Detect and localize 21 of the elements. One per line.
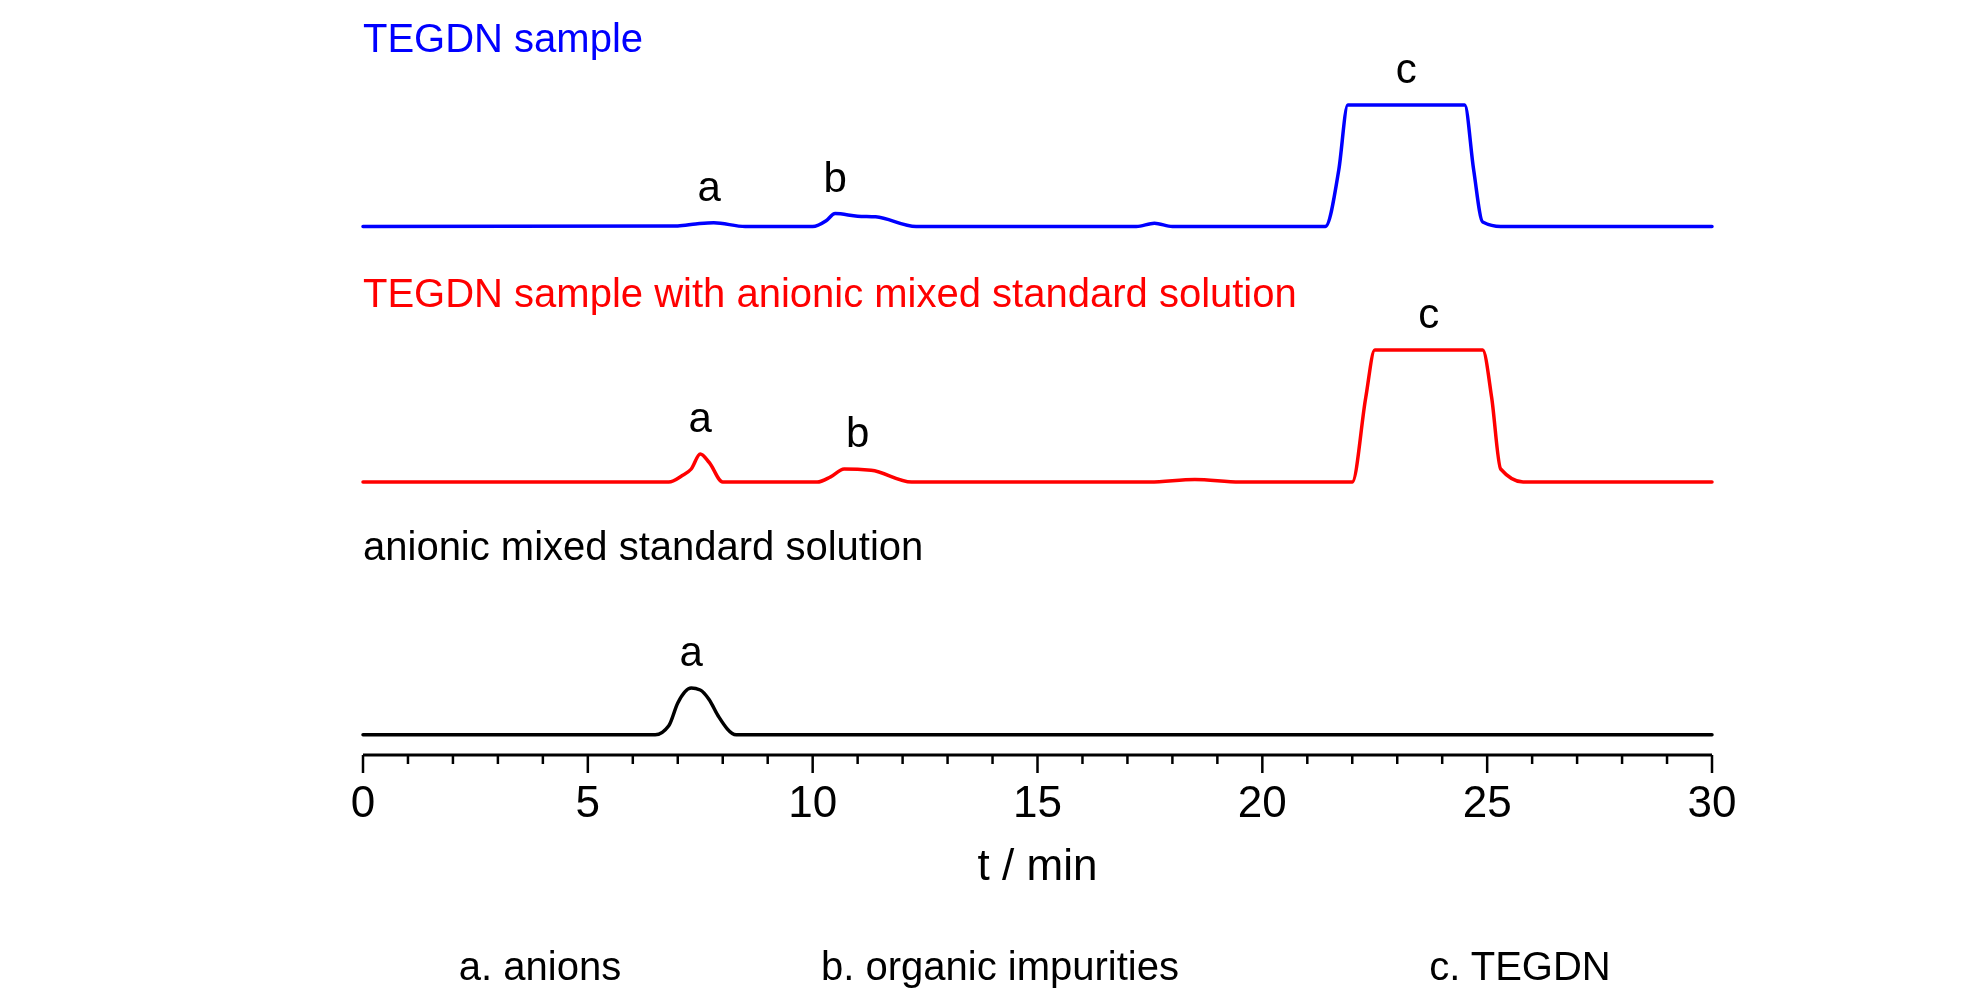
x-tick-label: 10	[788, 777, 838, 826]
text: TEGDN sample with anionic mixed standard solution	[363, 271, 1297, 315]
annotation: a	[679, 628, 704, 676]
text: c. TEGDN	[1429, 944, 1611, 988]
x-tick-label: 0	[350, 777, 376, 826]
x-tick-label: 5	[575, 777, 601, 826]
text: a. anions	[458, 944, 622, 988]
annotation: a	[697, 162, 722, 210]
x-tick-label: 30	[1687, 777, 1737, 826]
annotation: b	[845, 409, 870, 456]
x-tick-label: 25	[1462, 777, 1512, 826]
annotation: c	[1418, 290, 1440, 338]
x-tick-label: 15	[1013, 777, 1062, 826]
annotation: b	[823, 153, 847, 201]
x-axis-title: t / min	[977, 840, 1098, 889]
x-tick-label: 20	[1237, 777, 1287, 826]
annotation: c	[1395, 45, 1417, 92]
text: b. organic impurities	[821, 944, 1179, 988]
annotation: a	[688, 394, 713, 442]
text: TEGDN sample	[363, 15, 644, 60]
text: anionic mixed standard solution	[363, 523, 924, 568]
